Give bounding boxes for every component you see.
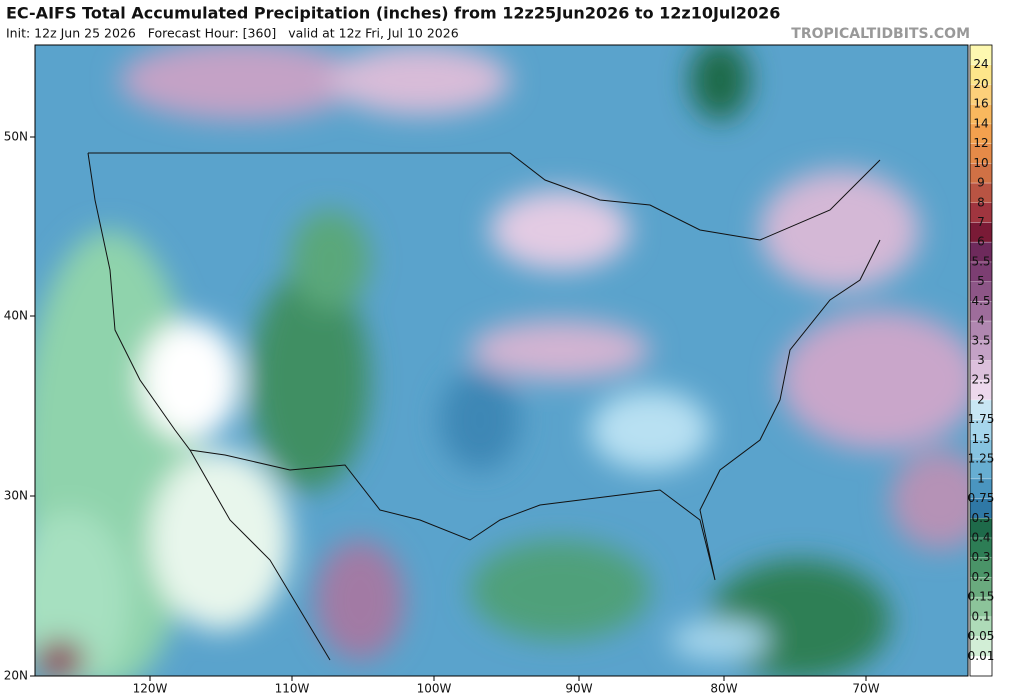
colorbar-label: 7 <box>977 215 985 229</box>
colorbar-label: 0.2 <box>971 570 990 584</box>
colorbar-frame <box>969 44 993 677</box>
colorbar-label: 0.15 <box>968 590 995 604</box>
colorbar-label: 6 <box>977 235 985 249</box>
colorbar-swatch <box>970 656 992 677</box>
colorbar-swatch <box>970 321 992 342</box>
colorbar-swatch <box>970 281 992 302</box>
colorbar-label: 5.5 <box>971 254 990 268</box>
colorbar-swatch <box>970 301 992 322</box>
colorbar-label: 9 <box>977 176 985 190</box>
lon-label: 80W <box>710 682 737 696</box>
colorbar-swatch <box>970 518 992 539</box>
colorbar-label: 2.5 <box>971 373 990 387</box>
colorbar-swatch <box>970 123 992 145</box>
colorbar-swatch <box>970 380 992 401</box>
init-line: Init: 12z Jun 25 2026 Forecast Hour: [36… <box>6 26 459 41</box>
colorbar-label: 1 <box>977 471 985 485</box>
colorbar-label: 14 <box>973 116 988 130</box>
colorbar-label: 8 <box>977 195 985 209</box>
colorbar-swatch <box>970 104 992 125</box>
colorbar-swatch <box>970 478 992 500</box>
colorbar-swatch <box>970 577 992 598</box>
colorbar-swatch <box>970 183 992 204</box>
map <box>35 45 968 676</box>
lat-label: 20N <box>4 669 28 683</box>
colorbar-swatch <box>970 222 992 243</box>
colorbar-label: 1.5 <box>971 432 990 446</box>
lon-label: 70W <box>852 682 879 696</box>
colorbar-swatch <box>970 616 992 638</box>
colorbar-swatch <box>970 84 992 105</box>
colorbar-label: 0.4 <box>971 530 990 544</box>
colorbar-swatch <box>970 557 992 578</box>
colorbar-swatch <box>970 439 992 460</box>
watermark: TROPICALTIDBITS.COM <box>791 26 970 42</box>
colorbar-label: 4.5 <box>971 294 990 308</box>
colorbar-label: 3.5 <box>971 333 990 347</box>
colorbar-label: 24 <box>973 57 988 71</box>
colorbar-label: 0.1 <box>971 609 990 623</box>
colorbar-label: 0.5 <box>971 511 990 525</box>
lon-label: 120W <box>133 682 168 696</box>
colorbar-swatch <box>970 419 992 440</box>
colorbar-swatch <box>970 537 992 559</box>
colorbar-label: 5 <box>977 274 985 288</box>
colorbar-swatch <box>970 202 992 223</box>
colorbar-label: 16 <box>973 97 988 111</box>
lat-label: 30N <box>4 489 28 503</box>
map-frame <box>34 44 969 677</box>
colorbar-swatch <box>970 636 992 657</box>
colorbar-label: 0.05 <box>968 629 995 643</box>
colorbar-swatch <box>970 143 992 164</box>
colorbar-swatch <box>970 261 992 283</box>
lat-label: 50N <box>4 130 28 144</box>
colorbar-label: 0.75 <box>968 491 995 505</box>
colorbar-label: 3 <box>977 353 985 367</box>
colorbar-swatch <box>970 242 992 263</box>
title: EC-AIFS Total Accumulated Precipitation … <box>6 4 780 23</box>
colorbar-swatch <box>970 163 992 184</box>
colorbar-label: 12 <box>973 136 988 150</box>
colorbar-label: 0.3 <box>971 550 990 564</box>
colorbar-label: 4 <box>977 314 985 328</box>
lon-label: 90W <box>565 682 592 696</box>
colorbar-label: 20 <box>973 77 988 91</box>
lon-label: 110W <box>275 682 310 696</box>
colorbar-swatch <box>970 399 992 421</box>
lon-label: 100W <box>417 682 452 696</box>
colorbar-label: 1.75 <box>968 412 995 426</box>
colorbar-swatch <box>970 45 992 66</box>
lat-label: 40N <box>4 309 28 323</box>
colorbar-label: 0.01 <box>968 649 995 663</box>
colorbar-swatch <box>970 498 992 519</box>
colorbar-swatch <box>970 597 992 618</box>
colorbar-label: 2 <box>977 392 985 406</box>
colorbar-swatch <box>970 340 992 361</box>
colorbar-label: 10 <box>973 156 988 170</box>
colorbar-label: 1.25 <box>968 452 995 466</box>
colorbar-swatch <box>970 360 992 381</box>
colorbar-swatch <box>970 459 992 480</box>
colorbar-swatch <box>970 64 992 85</box>
